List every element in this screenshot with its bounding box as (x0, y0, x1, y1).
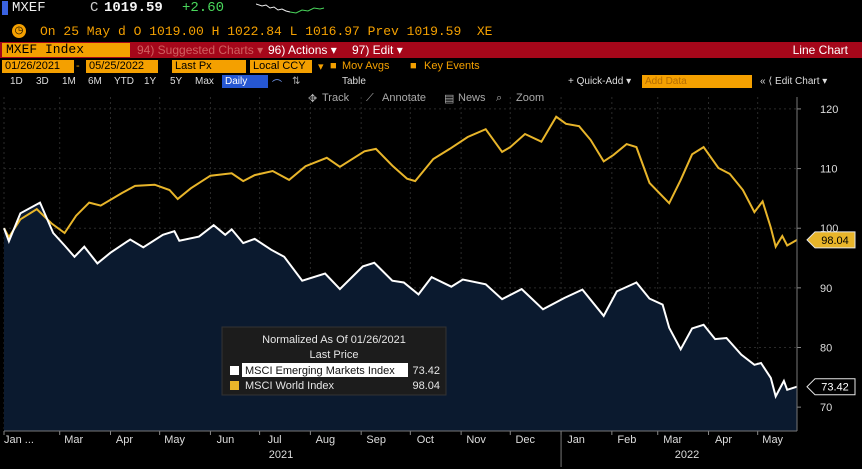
x-tick-label: Oct (417, 434, 434, 446)
security-marker (2, 1, 8, 15)
x-tick-label: Nov (466, 434, 486, 446)
x-tick-label: Mar (64, 434, 83, 446)
last-price: 1019.59 (104, 0, 163, 16)
x-tick-label: Sep (366, 434, 386, 446)
period-ytd[interactable]: YTD (114, 76, 134, 87)
y-tick-label: 120 (820, 104, 838, 116)
chart-type-title: Line Chart (792, 43, 848, 57)
x-year-label: 2021 (269, 449, 293, 461)
last-value-badges: 98.04 73.42 (806, 231, 856, 396)
x-year-label: 2022 (675, 449, 699, 461)
date-separator: - (76, 60, 80, 72)
quote-header: MXEF C 1019.59 +2.60 (0, 0, 862, 16)
mov-avgs-checkbox[interactable]: ■ (330, 60, 337, 72)
x-tick-label: May (762, 434, 783, 446)
ticker-symbol[interactable]: MXEF (12, 0, 46, 16)
currency-dropdown-icon[interactable]: ▾ (318, 61, 324, 73)
last-value-badge (806, 231, 856, 249)
last-value-label: 98.04 (821, 235, 849, 247)
quick-add-menu[interactable]: + Quick-Add ▾ (568, 76, 632, 87)
table-toggle[interactable]: Table (342, 76, 366, 87)
x-tick-label: Dec (515, 434, 535, 446)
price-change: +2.60 (182, 0, 225, 16)
zoom-icon[interactable]: ⌕ (496, 92, 503, 104)
legend-label-em: MSCI Emerging Markets Index (245, 365, 395, 377)
edit-menu[interactable]: 97) Edit ▾ (352, 43, 403, 57)
end-date-input[interactable]: 05/25/2022 (86, 60, 158, 73)
last-value-label: 73.42 (821, 382, 849, 394)
annotate-button[interactable]: Annotate (382, 92, 427, 104)
series-line-msci-em (3, 201, 798, 400)
key-events-label[interactable]: Key Events (424, 60, 480, 72)
x-tick-label: Mar (663, 434, 682, 446)
edit-chart-label: Edit Chart (775, 76, 820, 87)
frequency-select[interactable]: Daily (222, 75, 268, 88)
news-icon[interactable]: ▤ (444, 93, 455, 105)
x-tick-label: Aug (316, 434, 336, 446)
y-tick-label: 80 (820, 343, 832, 355)
x-tick-label: Apr (715, 434, 732, 446)
currency-select[interactable]: Local CCY (250, 60, 312, 73)
period-1m[interactable]: 1M (62, 76, 76, 87)
x-tick-label: Feb (617, 434, 636, 446)
legend-value-world: 98.04 (412, 380, 440, 392)
period-3d[interactable]: 3D (36, 76, 49, 87)
legend-label-world: MSCI World Index (245, 380, 335, 392)
legend-subtitle: Last Price (310, 349, 359, 361)
x-axis: Jan ... Mar Apr May Jun Jul Aug Sep Oct Nov Dec Jan… (3, 430, 797, 467)
x-tick-label: Jan ... (4, 434, 34, 446)
legend-swatch-em (230, 366, 239, 375)
period-1y[interactable]: 1Y (144, 76, 157, 87)
x-tick-label: Apr (116, 434, 133, 446)
period-max[interactable]: Max (195, 76, 214, 87)
period-5y[interactable]: 5Y (170, 76, 183, 87)
legend-title: Normalized As Of 01/26/2021 (262, 334, 406, 346)
close-label: C (90, 0, 99, 16)
legend[interactable]: Normalized As Of 01/26/2021 Last Price M… (221, 326, 447, 396)
ohlc-row: ◷ On 25 May d O 1019.00 H 1022.84 L 1016… (0, 24, 862, 40)
chart-style-icon[interactable]: ⇅ (292, 76, 301, 87)
zoom-button[interactable]: Zoom (516, 92, 545, 104)
intraday-sparkline (256, 3, 325, 14)
command-bar: MXEF Index 94) Suggested Charts ▾ 96) Ac… (0, 42, 862, 58)
add-data-input[interactable]: Add Data (642, 75, 752, 88)
y-tick-label: 110 (820, 164, 838, 176)
series-line-msci-world (3, 115, 798, 250)
track-button[interactable]: Track (322, 92, 350, 104)
x-tick-label: May (164, 434, 185, 446)
legend-swatch-world (230, 381, 239, 390)
edit-chart-button[interactable]: « ⟨ Edit Chart ▾ (760, 76, 828, 87)
x-tick-label: Jul (268, 434, 282, 446)
news-button[interactable]: News (458, 92, 486, 104)
price-type-select[interactable]: Last Px (172, 60, 246, 73)
chart-toolbar: ✥ Track ⟋ Annotate ▤ News ⌕ Zoom (0, 90, 862, 106)
period-row: 1D 3D 1M 6M YTD 1Y 5Y Max Daily ⌒ ⇅ Tabl… (0, 75, 862, 91)
legend-em-highlight (242, 363, 408, 377)
y-tick-label: 70 (820, 402, 832, 414)
actions-menu[interactable]: 96) Actions ▾ (268, 43, 337, 57)
track-icon[interactable]: ✥ (308, 93, 318, 105)
security-field[interactable]: MXEF Index (2, 43, 130, 57)
last-value-badge (806, 378, 856, 396)
options-row: 01/26/2021 - 05/25/2022 Last Px Local CC… (0, 60, 862, 74)
y-tick-label: 90 (820, 283, 832, 295)
ohlc-line: On 25 May d O 1019.00 H 1022.84 L 1016.9… (40, 24, 493, 39)
suggested-charts-menu[interactable]: 94) Suggested Charts ▾ (137, 43, 264, 57)
clock-icon: ◷ (12, 24, 26, 38)
em-area-fill (4, 202, 797, 431)
x-tick-label: Jan (567, 434, 585, 446)
annotate-icon[interactable]: ⟋ (366, 92, 374, 104)
line-chart-icon[interactable]: ⌒ (272, 80, 282, 91)
period-1d[interactable]: 1D (10, 76, 23, 87)
legend-value-em: 73.42 (412, 365, 440, 377)
key-events-checkbox[interactable]: ■ (410, 60, 417, 72)
x-tick-label: Jun (217, 434, 235, 446)
mov-avgs-label[interactable]: Mov Avgs (342, 60, 390, 72)
start-date-input[interactable]: 01/26/2021 (2, 60, 74, 73)
period-6m[interactable]: 6M (88, 76, 102, 87)
